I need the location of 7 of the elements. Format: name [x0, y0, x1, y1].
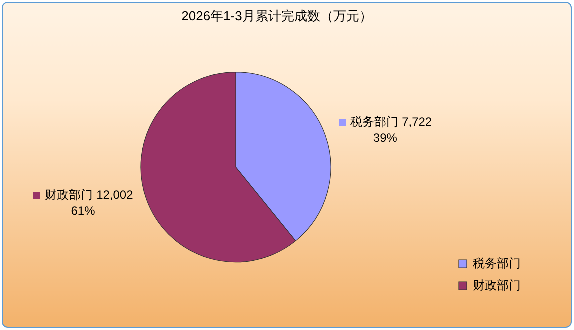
- legend-label: 税务部门: [473, 256, 521, 270]
- text: 39%: [373, 131, 398, 146]
- chart-title: 2026年1-3月累计完成数（万元）: [182, 8, 372, 24]
- category-label: 税务部门 7,722: [350, 115, 432, 130]
- category-label: 财政部门 12,002: [45, 188, 134, 202]
- legend-label: 财政部门: [473, 278, 521, 292]
- text: 61%: [71, 204, 96, 218]
